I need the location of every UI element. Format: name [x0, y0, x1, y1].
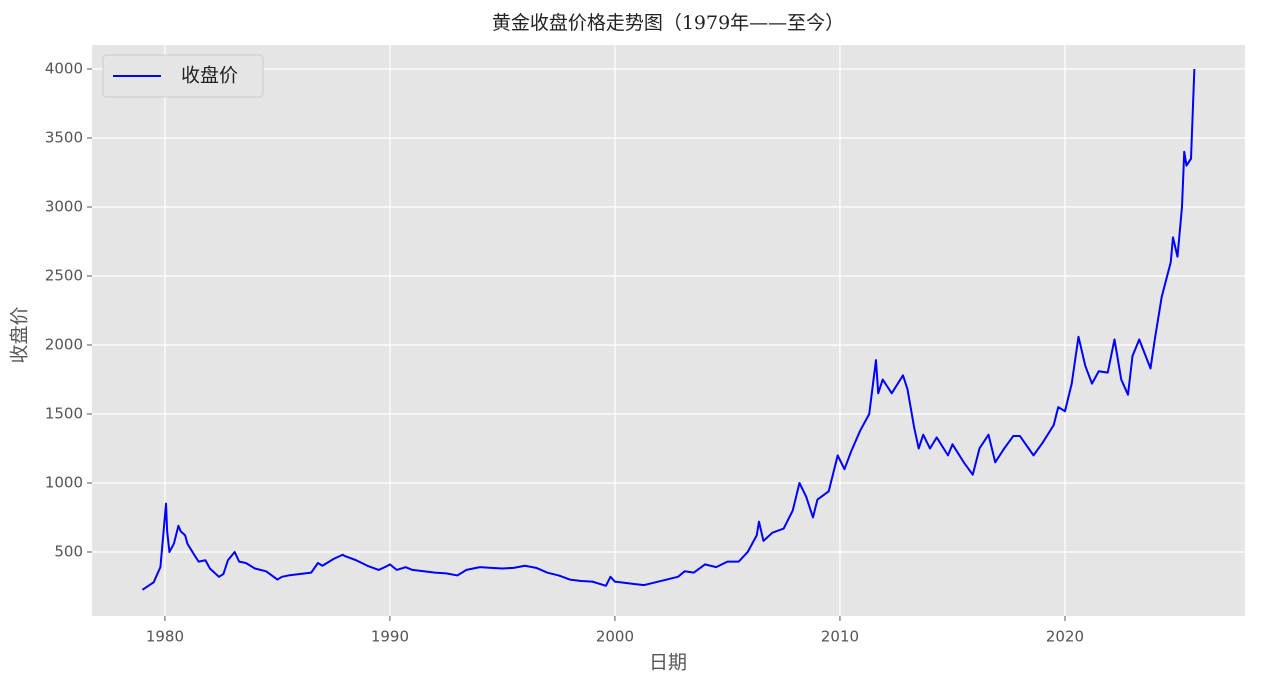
x-tick-label: 1990: [371, 628, 409, 646]
data-line: [141, 68, 1196, 591]
y-tick-label: 4000: [45, 60, 83, 78]
legend-label: 收盘价: [181, 65, 238, 87]
y-tick-label: 500: [54, 542, 83, 560]
legend: 收盘价: [102, 54, 264, 98]
y-tick-label: 2500: [45, 266, 83, 284]
y-tick-label: 1000: [45, 473, 83, 491]
chart-title: 黄金收盘价格走势图（1979年——至今）: [492, 12, 844, 34]
x-tick-label: 2020: [1046, 628, 1084, 646]
legend-box: [102, 54, 264, 98]
x-tick-label: 1980: [146, 628, 184, 646]
x-tick-label: 2010: [821, 628, 859, 646]
x-axis-label: 日期: [649, 652, 687, 674]
plot-area: [92, 45, 1245, 616]
y-tick-label: 3000: [45, 197, 83, 215]
y-tick-label: 2000: [45, 335, 83, 353]
y-tick-label: 1500: [45, 404, 83, 422]
x-tick-label: 2000: [596, 628, 634, 646]
y-axis-label: 收盘价: [9, 306, 31, 363]
y-tick-label: 3500: [45, 129, 83, 147]
